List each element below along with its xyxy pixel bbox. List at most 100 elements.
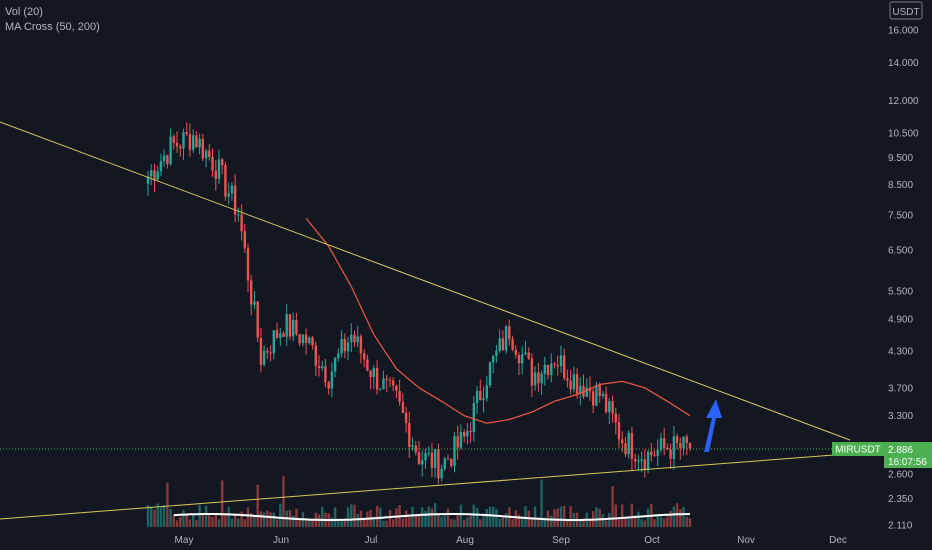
candle-body (314, 345, 317, 366)
candle-body (533, 372, 537, 386)
ma-cross-line (305, 218, 691, 424)
candle-body (350, 334, 353, 343)
candle-body (337, 353, 340, 359)
volume-bar (621, 504, 624, 527)
ma-cross-legend[interactable]: MA Cross (50, 200) (5, 21, 100, 33)
candle-body (514, 349, 517, 355)
volume-bar (411, 506, 414, 527)
volume-bar (246, 507, 250, 527)
volume-bar (330, 517, 334, 527)
volume-bar (530, 518, 534, 527)
volume-bar (427, 506, 430, 527)
volume-bar (630, 503, 634, 527)
candle-body (504, 326, 508, 351)
volume-bar (524, 506, 527, 527)
volume-bar (395, 508, 398, 527)
volume-bar (550, 515, 553, 527)
volume-bar (356, 514, 359, 527)
volume-bar (253, 516, 256, 527)
candle-body (401, 402, 405, 413)
price-tick-label: 8.500 (888, 180, 913, 191)
volume-bar (308, 518, 311, 527)
volume-bar (198, 504, 201, 527)
candle-body (353, 334, 356, 343)
volume-legend[interactable]: Vol (20) (5, 6, 43, 18)
candle-body (372, 367, 375, 377)
candle-body (634, 458, 637, 462)
candle-body (646, 451, 650, 471)
volume-bar (469, 514, 472, 527)
volume-bar (627, 517, 630, 527)
price-tick-label: 3.700 (888, 383, 913, 394)
candle-body (556, 364, 559, 367)
candle-body (624, 443, 627, 455)
volume-bar (262, 512, 266, 527)
candle-body (527, 352, 530, 359)
lower-trendline[interactable] (0, 452, 861, 520)
price-tick-label: 14.000 (888, 58, 919, 69)
candle-body (472, 403, 475, 432)
candle-body (253, 301, 256, 305)
candle-body (269, 352, 272, 354)
candle-body (192, 135, 195, 150)
time-axis-labels: May Jun Jul Aug Sep Oct Nov Dec (175, 535, 847, 546)
candle-body (324, 366, 327, 383)
volume-bar (404, 510, 408, 527)
candle-body (175, 143, 179, 147)
candle-body (492, 356, 495, 363)
volume-bar (540, 479, 543, 527)
volume-bar (385, 520, 388, 527)
volume-bar (175, 520, 179, 527)
volume-bar (679, 509, 682, 527)
candle-body (243, 231, 246, 249)
price-tick-label: 4.900 (888, 315, 913, 326)
volume-bar (179, 516, 182, 527)
candle-body (663, 438, 666, 448)
volume-bar (608, 513, 611, 527)
volume-bar (501, 517, 505, 527)
candle-body (153, 170, 156, 180)
volume-bar (146, 505, 150, 527)
volume-bar (563, 505, 566, 527)
candle-body (250, 280, 253, 305)
candle-body (598, 385, 601, 396)
volume-bar (372, 516, 375, 527)
volume-bar (514, 510, 517, 527)
price-tick-label: 16.000 (888, 26, 919, 37)
candle-body (214, 170, 217, 179)
volume-bar (337, 521, 340, 527)
candle-body (246, 248, 250, 281)
candle-body (456, 436, 459, 448)
candle-body (572, 374, 576, 390)
candle-body (285, 314, 288, 337)
up-arrow-icon (704, 399, 722, 452)
price-tick-label: 12.000 (888, 96, 919, 107)
candle-body (446, 458, 450, 460)
candle-body (204, 150, 208, 159)
candle-body (208, 150, 211, 157)
candle-body (201, 138, 204, 159)
volume-bar (688, 518, 692, 527)
candle-body (498, 338, 501, 351)
volume-bar (430, 508, 434, 527)
time-tick-label: Jun (273, 535, 289, 546)
volume-bar (159, 507, 163, 527)
candle-body (485, 385, 488, 399)
candle-body (321, 366, 324, 369)
volume-bar (195, 519, 198, 527)
time-tick-label: Sep (552, 535, 570, 546)
volume-bar (669, 510, 672, 527)
candle-body (666, 447, 669, 450)
volume-bar (495, 508, 498, 527)
time-tick-label: Nov (737, 535, 755, 546)
volume-bar (485, 509, 488, 527)
candle-body (475, 391, 479, 404)
upper-trendline[interactable] (0, 121, 851, 441)
volume-bar (279, 503, 282, 527)
volume-bar (272, 512, 275, 527)
candle-body (398, 391, 401, 402)
candle-body (537, 372, 540, 384)
candle-body (621, 439, 624, 444)
